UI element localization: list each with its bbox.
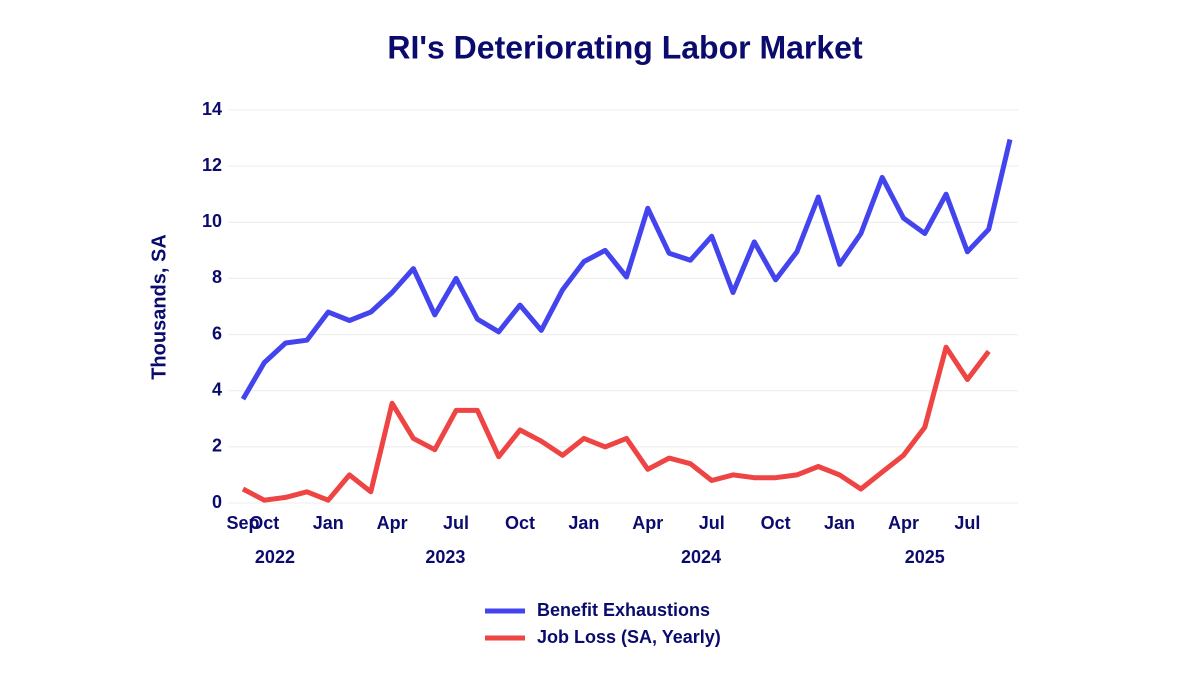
y-axis-label: Thousands, SA [148, 234, 170, 380]
x-group-label: 2025 [905, 547, 945, 567]
x-tick-label: Jul [443, 513, 469, 533]
x-tick-label: Sep [226, 513, 259, 533]
line-series [241, 344, 991, 503]
x-tick-label: Jan [824, 513, 855, 533]
x-tick-label: Jul [699, 513, 725, 533]
y-tick-label: 10 [202, 211, 222, 231]
x-tick-label: Jul [954, 513, 980, 533]
x-tick-label: Apr [888, 513, 919, 533]
y-tick-label: 8 [212, 267, 222, 287]
chart-title: RI's Deteriorating Labor Market [387, 29, 863, 65]
y-tick-label: 14 [202, 99, 222, 119]
x-tick-label: Apr [632, 513, 663, 533]
x-tick-label: Apr [377, 513, 408, 533]
legend-label: Benefit Exhaustions [537, 600, 710, 620]
x-tick-label: Jan [313, 513, 344, 533]
y-tick-label: 2 [212, 436, 222, 456]
x-tick-label: Oct [249, 513, 279, 533]
x-tick-label: Oct [505, 513, 535, 533]
y-tick-label: 12 [202, 155, 222, 175]
line-series [240, 138, 1013, 401]
y-tick-label: 0 [212, 492, 222, 512]
x-tick-label: Oct [761, 513, 791, 533]
legend-label: Job Loss (SA, Yearly) [537, 627, 721, 647]
y-tick-label: 6 [212, 323, 222, 343]
x-group-label: 2023 [425, 547, 465, 567]
x-group-label: 2022 [255, 547, 295, 567]
y-tick-label: 4 [212, 379, 222, 399]
x-group-label: 2024 [681, 547, 721, 567]
x-tick-label: Jan [568, 513, 599, 533]
